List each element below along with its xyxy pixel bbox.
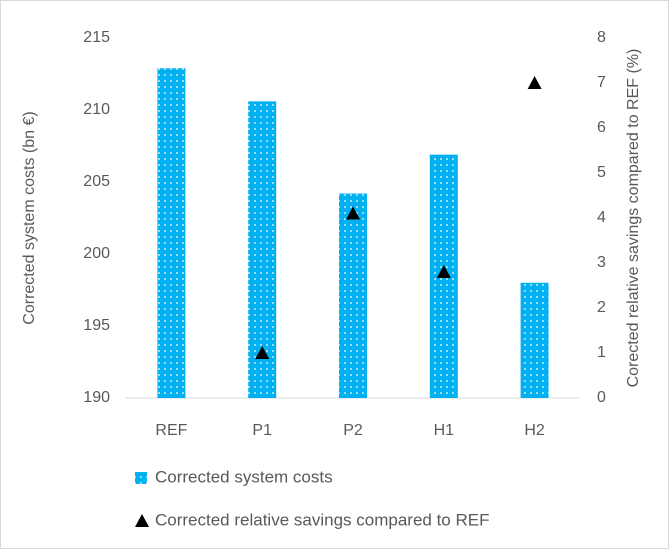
x-tick-label: P1 — [252, 422, 272, 439]
y2-tick-label: 3 — [597, 254, 606, 271]
y2-tick-label: 6 — [597, 119, 606, 136]
y2-tick-label: 7 — [597, 74, 606, 91]
y2-tick-label: 2 — [597, 299, 606, 316]
y-tick-label: 205 — [83, 173, 110, 190]
x-tick-label: H1 — [434, 422, 455, 439]
y2-tick-label: 0 — [597, 389, 606, 406]
y2-tick-label: 4 — [597, 209, 606, 226]
y-tick-label: 195 — [83, 317, 110, 334]
y-tick-label: 215 — [83, 29, 110, 46]
bar — [339, 193, 367, 398]
bar — [520, 282, 549, 398]
y2-tick-label: 1 — [597, 344, 606, 361]
triangle-marker — [346, 206, 360, 220]
legend-marker — [135, 472, 147, 484]
y-tick-label: 210 — [83, 101, 110, 118]
legend-marker — [135, 514, 149, 527]
legend-label: Corrected relative savings compared to R… — [155, 510, 489, 529]
x-tick-label: P2 — [343, 422, 363, 439]
y2-tick-label: 8 — [597, 29, 606, 46]
y2-axis-title: Corected relative savings compared to RE… — [625, 49, 642, 388]
x-tick-label: REF — [155, 422, 187, 439]
triangle-marker — [436, 265, 451, 278]
y-tick-label: 190 — [83, 389, 110, 406]
y2-tick-label: 5 — [597, 164, 606, 181]
bar — [157, 68, 186, 399]
y-axis-title: Corrected system costs (bn €) — [21, 111, 38, 324]
x-tick-label: H2 — [524, 422, 545, 439]
triangle-marker — [527, 76, 542, 89]
legend-label: Corrected system costs — [155, 467, 333, 486]
triangle-marker — [255, 346, 270, 359]
y-tick-label: 200 — [83, 245, 110, 262]
